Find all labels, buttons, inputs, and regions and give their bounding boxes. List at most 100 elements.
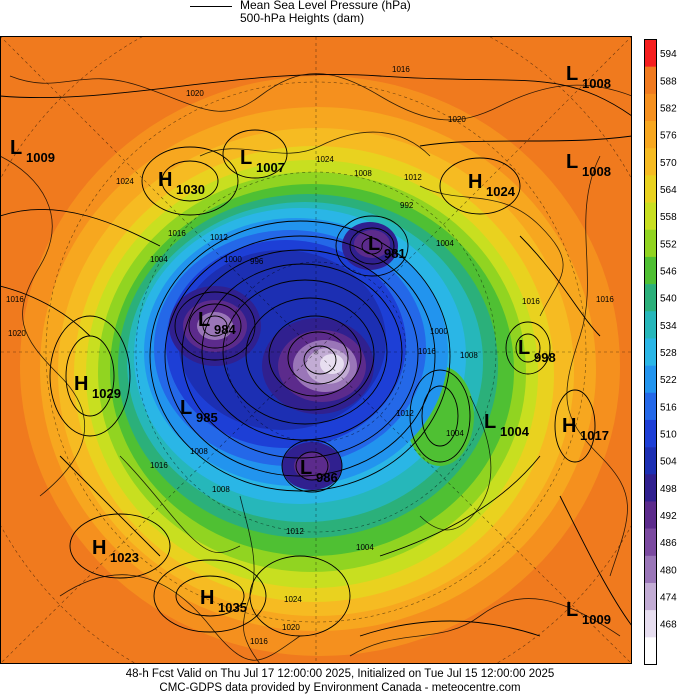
isobar-label: 992 bbox=[400, 201, 414, 210]
legend-line-sample bbox=[190, 6, 232, 7]
pressure-system: L 998 bbox=[518, 337, 556, 365]
colorbar-tick-label: 474 bbox=[660, 593, 677, 604]
system-letter: H bbox=[92, 537, 106, 559]
colorbar-tick-label: 468 bbox=[660, 620, 677, 631]
colorbar-swatch bbox=[644, 284, 657, 312]
isobar-label: 1024 bbox=[316, 155, 334, 164]
colorbar-tick-label: 594 bbox=[660, 49, 677, 60]
isobar-label: 1020 bbox=[8, 329, 26, 338]
pressure-system: H 1030 bbox=[158, 169, 205, 197]
colorbar-swatch bbox=[644, 419, 657, 448]
pressure-system: H 1023 bbox=[92, 537, 139, 565]
isobar-label: 1020 bbox=[448, 115, 466, 124]
pressure-system: L 981 bbox=[368, 233, 406, 261]
colorbar-tick-label: 486 bbox=[660, 538, 677, 549]
colorbar-tick-label: 576 bbox=[660, 131, 677, 142]
colorbar-tick-label: 528 bbox=[660, 348, 677, 359]
system-letter: L bbox=[198, 309, 210, 331]
forecast-validity-text: 48-h Fcst Valid on Thu Jul 17 12:00:00 2… bbox=[125, 668, 555, 680]
isobar-label: 1012 bbox=[286, 527, 304, 536]
system-value: 985 bbox=[196, 410, 218, 425]
isobar-label: 1008 bbox=[212, 485, 230, 494]
pressure-system: L 1009 bbox=[566, 599, 611, 627]
pressure-system: L 1009 bbox=[10, 137, 55, 165]
legend-heights-label: 500-hPa Heights (dam) bbox=[240, 11, 365, 25]
system-value: 1030 bbox=[176, 182, 205, 197]
colorbar-tick-label: 534 bbox=[660, 321, 677, 332]
isobars bbox=[0, 73, 632, 637]
colorbar-tick-label: 570 bbox=[660, 158, 677, 169]
legend-mslp-label: Mean Sea Level Pressure (hPa) bbox=[240, 0, 411, 12]
colorbar-tick-label: 558 bbox=[660, 212, 677, 223]
height-field bbox=[20, 76, 620, 656]
system-letter: L bbox=[240, 147, 252, 169]
colorbar-swatch bbox=[644, 148, 657, 176]
system-letter: H bbox=[468, 171, 482, 193]
pressure-system: H 1017 bbox=[562, 415, 609, 443]
system-value: 1009 bbox=[582, 612, 611, 627]
system-letter: H bbox=[158, 169, 172, 191]
system-letter: L bbox=[566, 599, 578, 621]
system-letter: L bbox=[566, 63, 578, 85]
isobar-label: 1008 bbox=[460, 351, 478, 360]
system-value: 986 bbox=[316, 470, 338, 485]
colorbar-swatch bbox=[644, 365, 657, 394]
system-letter: L bbox=[566, 151, 578, 173]
system-letter: L bbox=[300, 457, 312, 479]
colorbar-swatch bbox=[644, 555, 657, 584]
colorbar-tick-label: 582 bbox=[660, 103, 677, 114]
system-value: 1023 bbox=[110, 550, 139, 565]
colorbar-tick-label: 492 bbox=[660, 511, 677, 522]
system-value: 1007 bbox=[256, 160, 285, 175]
system-value: 1009 bbox=[26, 150, 55, 165]
system-value: 1035 bbox=[218, 600, 247, 615]
legend-text: Mean Sea Level Pressure (hPa) 500-hPa He… bbox=[240, 0, 411, 25]
colorbar-tick-label: 552 bbox=[660, 239, 677, 250]
colorbar-swatch bbox=[644, 610, 657, 638]
pressure-system: H 1035 bbox=[200, 587, 247, 615]
colorbar-tick-label: 504 bbox=[660, 457, 677, 468]
pressure-system: L 985 bbox=[180, 397, 218, 425]
colorbar-swatch bbox=[644, 501, 657, 529]
colorbar-tick-label: 498 bbox=[660, 484, 677, 495]
system-letter: H bbox=[74, 373, 88, 395]
system-value: 998 bbox=[534, 350, 556, 365]
pressure-system: L 1008 bbox=[566, 151, 611, 179]
isobar-label: 1004 bbox=[436, 239, 454, 248]
pressure-system: L 1008 bbox=[566, 63, 611, 91]
colorbar-swatch bbox=[644, 175, 657, 203]
isobar-label: 1016 bbox=[596, 295, 614, 304]
isobar-label: 1008 bbox=[190, 447, 208, 456]
isobar-label: 1000 bbox=[430, 327, 448, 336]
latlon-grid bbox=[0, 36, 632, 664]
isobar-label: 1004 bbox=[356, 543, 374, 552]
colorbar-swatch bbox=[644, 447, 657, 475]
system-letter: L bbox=[368, 233, 380, 255]
isobar-label: 1012 bbox=[396, 409, 414, 418]
footer: 48-h Fcst Valid on Thu Jul 17 12:00:00 2… bbox=[0, 667, 680, 695]
system-value: 1029 bbox=[92, 386, 121, 401]
system-letter: L bbox=[180, 397, 192, 419]
system-letter: H bbox=[562, 415, 576, 437]
isobar-label: 1024 bbox=[116, 177, 134, 186]
system-letter: L bbox=[10, 137, 22, 159]
weather-map: 1016 1020 1024 1016 1012 1008 1004 1000 … bbox=[0, 36, 632, 664]
isobar-label: 1016 bbox=[392, 65, 410, 74]
isobar-label: 1024 bbox=[284, 595, 302, 604]
colorbar-tick-label: 522 bbox=[660, 375, 677, 386]
colorbar-tick-label: 564 bbox=[660, 185, 677, 196]
colorbar-tick-label: 480 bbox=[660, 565, 677, 576]
pressure-system: L 1004 bbox=[484, 411, 530, 439]
isobar-label: 1012 bbox=[210, 233, 228, 242]
pressure-system: H 1029 bbox=[74, 373, 121, 401]
isobar-label: 996 bbox=[250, 257, 264, 266]
isobar-label: 1016 bbox=[418, 347, 436, 356]
geography-lines bbox=[0, 73, 632, 664]
isobar-label: 1016 bbox=[168, 229, 186, 238]
colorbar-swatch bbox=[644, 121, 657, 149]
isobar-label: 1000 bbox=[224, 255, 242, 264]
system-value: 981 bbox=[384, 246, 406, 261]
colorbar-swatch bbox=[644, 256, 657, 285]
system-value: 1008 bbox=[582, 164, 611, 179]
colorbar-swatch bbox=[644, 474, 657, 502]
